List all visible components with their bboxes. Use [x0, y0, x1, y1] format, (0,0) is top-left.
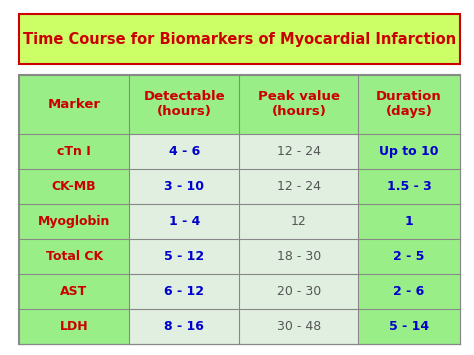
Text: 2 - 5: 2 - 5 [393, 250, 425, 263]
Text: Marker: Marker [47, 98, 100, 111]
Text: 30 - 48: 30 - 48 [277, 320, 321, 333]
FancyBboxPatch shape [19, 274, 129, 309]
Text: Duration
(days): Duration (days) [376, 90, 442, 118]
Text: 3 - 10: 3 - 10 [164, 180, 204, 193]
Text: 1 - 4: 1 - 4 [169, 215, 200, 228]
Text: Time Course for Biomarkers of Myocardial Infarction: Time Course for Biomarkers of Myocardial… [23, 32, 456, 47]
FancyBboxPatch shape [358, 309, 460, 344]
Text: 5 - 14: 5 - 14 [389, 320, 429, 333]
Text: Myoglobin: Myoglobin [38, 215, 110, 228]
Text: 1.5 - 3: 1.5 - 3 [387, 180, 431, 193]
Text: 12 - 24: 12 - 24 [277, 180, 321, 193]
Text: 6 - 12: 6 - 12 [164, 285, 204, 298]
FancyBboxPatch shape [19, 134, 460, 169]
FancyBboxPatch shape [19, 14, 460, 64]
FancyBboxPatch shape [19, 169, 460, 204]
FancyBboxPatch shape [358, 134, 460, 169]
Text: Up to 10: Up to 10 [379, 145, 439, 158]
FancyBboxPatch shape [19, 274, 460, 309]
FancyBboxPatch shape [19, 75, 460, 344]
FancyBboxPatch shape [19, 309, 129, 344]
FancyBboxPatch shape [19, 309, 460, 344]
Text: Total CK: Total CK [46, 250, 103, 263]
FancyBboxPatch shape [358, 274, 460, 309]
Text: 1: 1 [405, 215, 413, 228]
Text: Peak value
(hours): Peak value (hours) [258, 90, 340, 118]
FancyBboxPatch shape [19, 134, 129, 169]
FancyBboxPatch shape [19, 75, 460, 134]
Text: 20 - 30: 20 - 30 [277, 285, 321, 298]
Text: LDH: LDH [60, 320, 88, 333]
Text: 18 - 30: 18 - 30 [277, 250, 321, 263]
Text: 12 - 24: 12 - 24 [277, 145, 321, 158]
FancyBboxPatch shape [19, 169, 129, 204]
Text: 4 - 6: 4 - 6 [169, 145, 200, 158]
FancyBboxPatch shape [358, 204, 460, 239]
Text: 12: 12 [291, 215, 307, 228]
Text: 5 - 12: 5 - 12 [164, 250, 204, 263]
FancyBboxPatch shape [358, 239, 460, 274]
Text: 2 - 6: 2 - 6 [393, 285, 425, 298]
FancyBboxPatch shape [358, 169, 460, 204]
FancyBboxPatch shape [19, 204, 460, 239]
Text: AST: AST [61, 285, 88, 298]
Text: 8 - 16: 8 - 16 [164, 320, 204, 333]
Text: CK-MB: CK-MB [52, 180, 96, 193]
FancyBboxPatch shape [19, 239, 460, 274]
Text: cTn I: cTn I [57, 145, 91, 158]
FancyBboxPatch shape [19, 204, 129, 239]
Text: Detectable
(hours): Detectable (hours) [144, 90, 225, 118]
FancyBboxPatch shape [19, 239, 129, 274]
